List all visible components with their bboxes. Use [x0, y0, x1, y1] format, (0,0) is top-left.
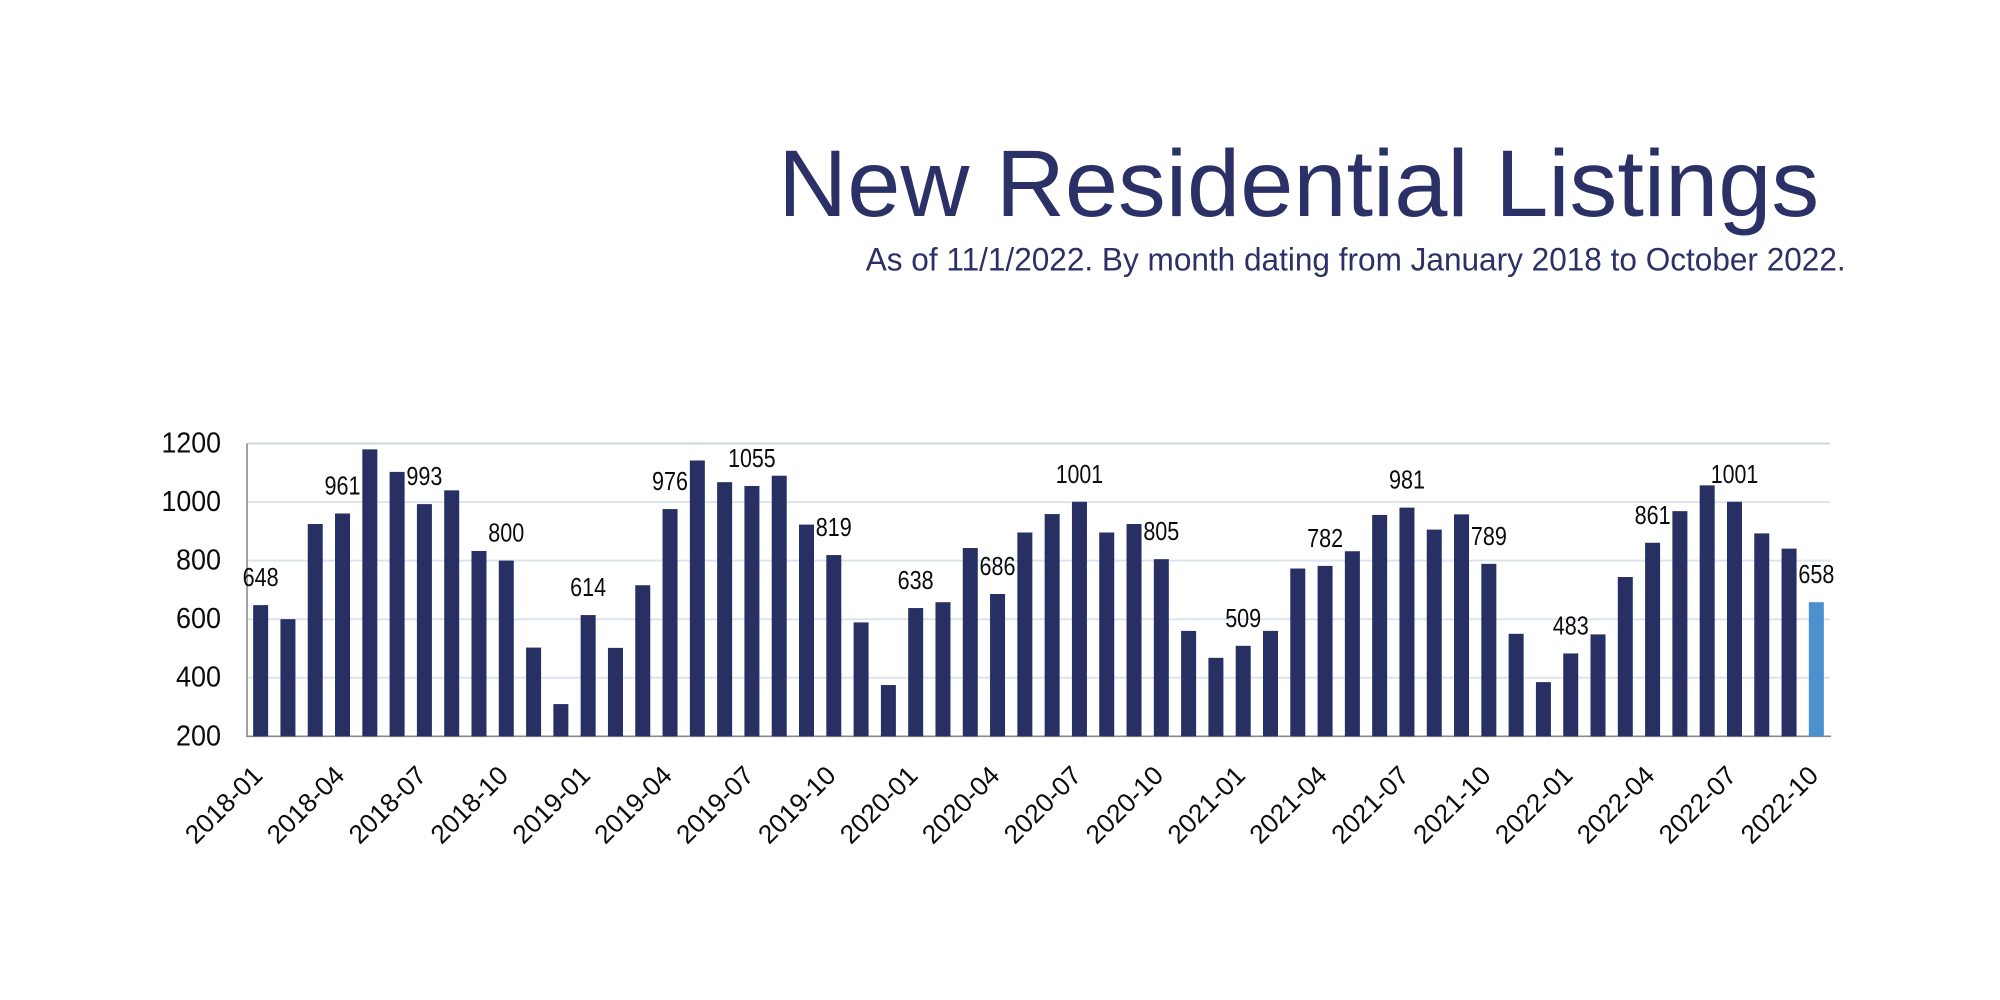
svg-text:789: 789: [1471, 521, 1507, 551]
svg-text:993: 993: [406, 461, 442, 491]
svg-text:782: 782: [1307, 523, 1343, 553]
svg-text:819: 819: [816, 512, 852, 542]
svg-text:600: 600: [176, 603, 221, 635]
svg-text:648: 648: [243, 562, 279, 592]
svg-text:1001: 1001: [1711, 459, 1759, 489]
svg-text:800: 800: [488, 518, 524, 548]
svg-text:961: 961: [325, 470, 361, 500]
svg-text:1001: 1001: [1056, 459, 1104, 489]
svg-text:861: 861: [1635, 500, 1671, 530]
svg-text:As of 11/1/2022. By month dati: As of 11/1/2022. By month dating from Ja…: [866, 242, 1846, 278]
svg-text:614: 614: [570, 572, 606, 602]
svg-text:1055: 1055: [728, 443, 776, 473]
svg-text:1000: 1000: [162, 486, 222, 518]
svg-text:976: 976: [652, 466, 688, 496]
svg-text:686: 686: [980, 551, 1016, 581]
svg-text:509: 509: [1225, 603, 1261, 633]
svg-text:1200: 1200: [162, 428, 222, 460]
svg-text:800: 800: [176, 545, 221, 577]
svg-text:483: 483: [1553, 610, 1589, 640]
svg-text:New Residential Listings: New Residential Listings: [778, 131, 1819, 237]
svg-text:638: 638: [898, 565, 934, 595]
svg-text:200: 200: [176, 720, 221, 752]
svg-text:805: 805: [1143, 516, 1179, 546]
svg-text:981: 981: [1389, 465, 1425, 495]
svg-text:658: 658: [1798, 559, 1834, 589]
svg-text:400: 400: [176, 662, 221, 694]
